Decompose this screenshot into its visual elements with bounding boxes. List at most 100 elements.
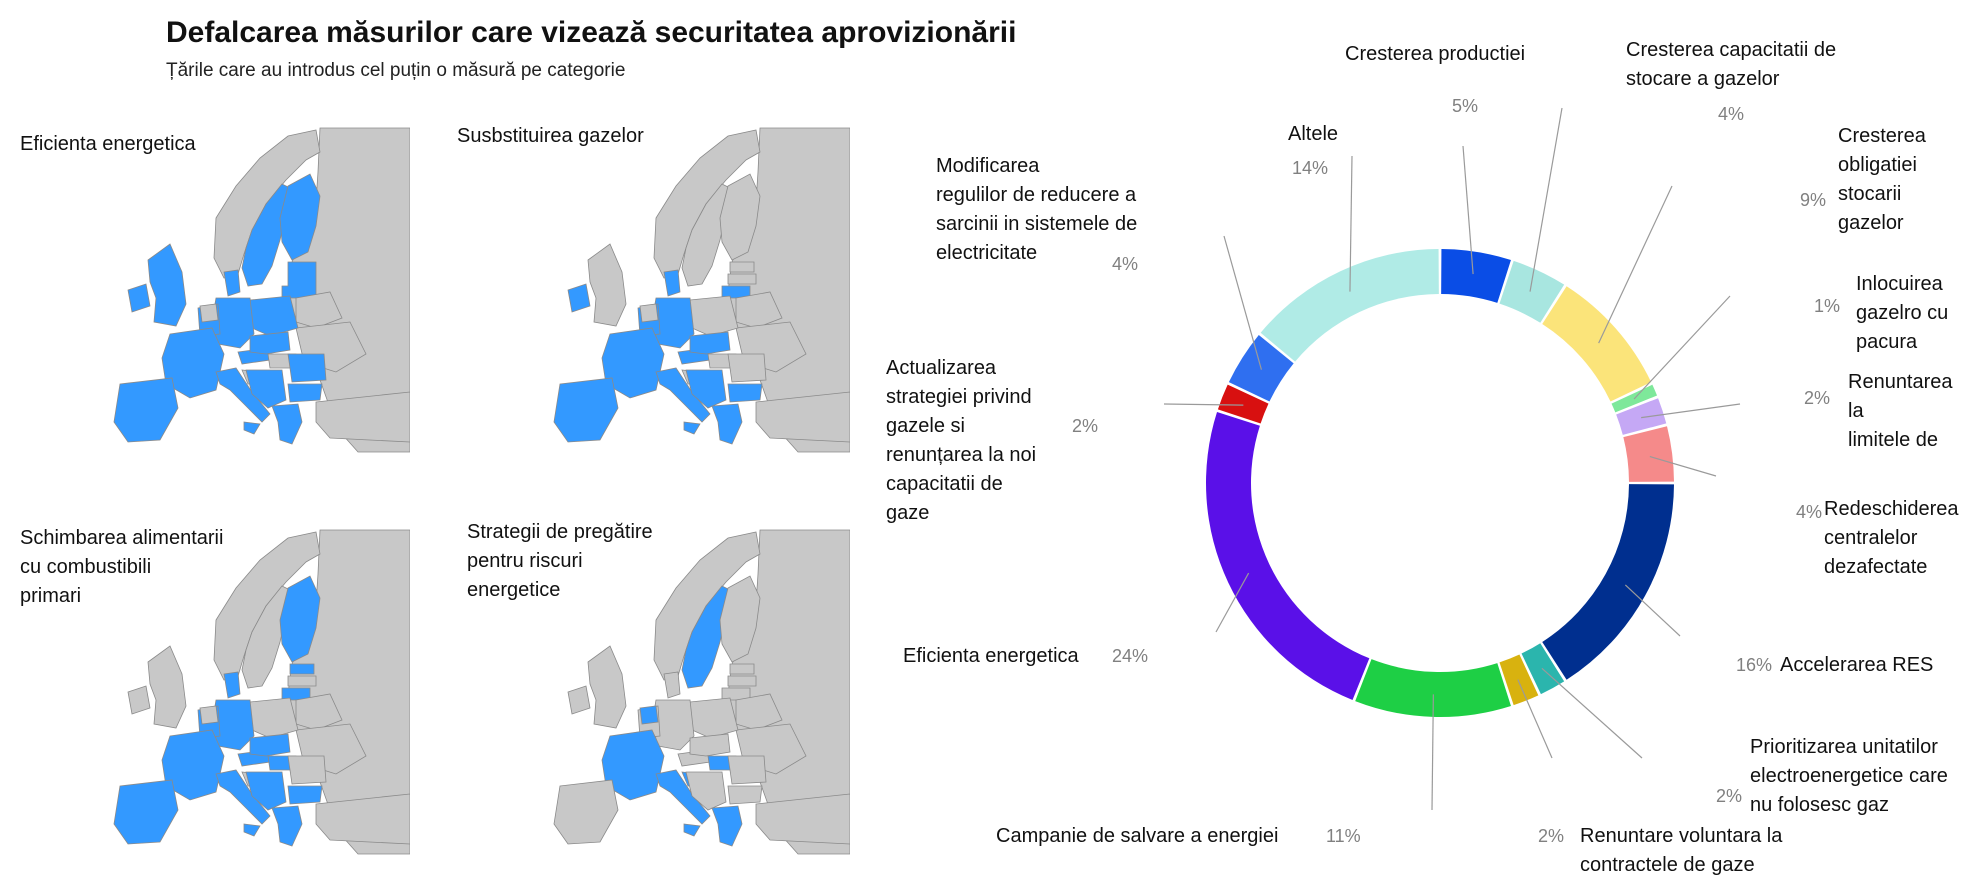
slice-label: pacura xyxy=(1856,331,1918,353)
region-balkans_w xyxy=(685,771,727,811)
region-turkey xyxy=(315,391,410,443)
region-sicily xyxy=(683,823,701,837)
leader-line xyxy=(1541,667,1643,759)
map-label-line: Schimbarea alimentarii xyxy=(20,527,224,549)
region-estonia xyxy=(729,261,755,273)
leader-line xyxy=(1624,584,1681,637)
slice-label: Prioritizarea unitatilor xyxy=(1750,736,1938,758)
leader-line xyxy=(1223,235,1263,370)
slice-percent-label: 4% xyxy=(1718,104,1744,124)
region-bulgaria xyxy=(287,383,323,403)
donut-slice xyxy=(1542,286,1652,402)
region-sicily xyxy=(243,421,261,435)
region-ireland xyxy=(127,685,151,715)
slice-label: Cresterea productiei xyxy=(1345,43,1525,65)
slice-label: Accelerarea RES xyxy=(1780,654,1933,676)
region-balkans_w xyxy=(245,771,287,811)
slice-label: contractele de gaze xyxy=(1580,854,1755,876)
leader-line xyxy=(1349,155,1353,292)
region-balkans_w xyxy=(245,369,287,409)
map-label-line: energetice xyxy=(467,579,561,601)
region-bulgaria xyxy=(287,785,323,805)
region-france xyxy=(161,729,225,801)
donut-slice xyxy=(1355,659,1511,717)
map-label-fuel-switch: Schimbarea alimentarii cu combustibili p… xyxy=(20,524,223,611)
slice-label: stocarii xyxy=(1838,183,1901,205)
donut-slice xyxy=(1616,398,1667,435)
region-balkans_w xyxy=(685,369,727,409)
slice-label: Cresterea xyxy=(1838,125,1927,147)
leader-line xyxy=(1529,107,1563,292)
region-uk_ni xyxy=(587,243,627,327)
region-romania xyxy=(727,755,767,785)
region-denmark xyxy=(663,671,681,699)
region-uk_ni xyxy=(587,645,627,729)
region-iberia xyxy=(113,779,179,845)
map-label-energy-efficiency: Eficienta energetica xyxy=(20,130,196,159)
europe-map-energy-efficiency xyxy=(110,122,410,456)
slice-label: limitele de xyxy=(1848,429,1938,451)
region-sweden xyxy=(241,585,295,689)
region-sweden xyxy=(681,183,735,287)
region-turkey xyxy=(755,793,850,845)
leader-line xyxy=(1633,295,1731,400)
donut-slice xyxy=(1260,249,1439,362)
donut-slice xyxy=(1542,484,1674,680)
leader-line xyxy=(1517,679,1553,759)
slice-label: regulilor de reducere a xyxy=(936,184,1137,206)
slice-percent-label: 16% xyxy=(1736,655,1772,675)
donut-slice xyxy=(1206,412,1370,701)
region-greece xyxy=(271,403,303,445)
region-france xyxy=(161,327,225,399)
slice-label: la xyxy=(1848,400,1864,422)
region-sweden xyxy=(681,585,735,689)
region-iberia xyxy=(553,377,619,443)
map-label-line: pentru riscuri xyxy=(467,550,583,572)
slice-percent-label: 1% xyxy=(1814,296,1840,316)
map-label-gas-substitution: Susbstituirea gazelor xyxy=(457,122,644,151)
europe-map-gas-substitution xyxy=(550,122,850,456)
region-denmark xyxy=(223,269,241,297)
map-label-line: cu combustibili xyxy=(20,556,152,578)
slice-percent-label: 2% xyxy=(1804,388,1830,408)
region-greece xyxy=(271,805,303,847)
donut-slice xyxy=(1217,384,1269,424)
region-central xyxy=(689,733,731,757)
slice-percent-label: 4% xyxy=(1796,502,1822,522)
page-subtitle: Țările care au introdus cel puțin o măsu… xyxy=(166,60,626,81)
slice-label: Altele xyxy=(1288,123,1338,145)
region-italy xyxy=(655,367,711,423)
region-latvia xyxy=(287,675,317,687)
slice-label: Modificarea xyxy=(936,155,1040,177)
slice-label: renunțarea la noi xyxy=(886,444,1036,466)
region-france xyxy=(601,729,665,801)
region-italy xyxy=(655,769,711,825)
region-uk_ni xyxy=(147,645,187,729)
region-sicily xyxy=(683,421,701,435)
region-finland xyxy=(719,575,761,663)
leader-line xyxy=(1462,145,1474,275)
region-belarus xyxy=(735,291,783,329)
slice-percent-label: 4% xyxy=(1112,254,1138,274)
region-ireland xyxy=(567,685,591,715)
donut-slice xyxy=(1499,654,1539,706)
region-denmark xyxy=(663,269,681,297)
region-netherlands xyxy=(639,705,659,725)
region-romania xyxy=(287,353,327,383)
slice-label: Eficienta energetica xyxy=(903,645,1080,667)
region-france xyxy=(601,327,665,399)
region-uk_ni xyxy=(147,243,187,327)
region-latvia xyxy=(727,273,757,285)
map-label-line: Strategii de pregătire xyxy=(467,521,653,543)
region-netherlands xyxy=(639,303,659,323)
europe-map-risk-preparedness xyxy=(550,524,850,858)
leader-line xyxy=(1431,694,1434,811)
region-central xyxy=(249,733,291,757)
slice-percent-label: 2% xyxy=(1072,416,1098,436)
slice-label: nu folosesc gaz xyxy=(1750,794,1889,816)
region-ireland xyxy=(127,283,151,313)
donut-slice xyxy=(1499,260,1565,323)
map-label-line: Susbstituirea gazelor xyxy=(457,125,644,147)
region-belarus xyxy=(295,693,343,731)
